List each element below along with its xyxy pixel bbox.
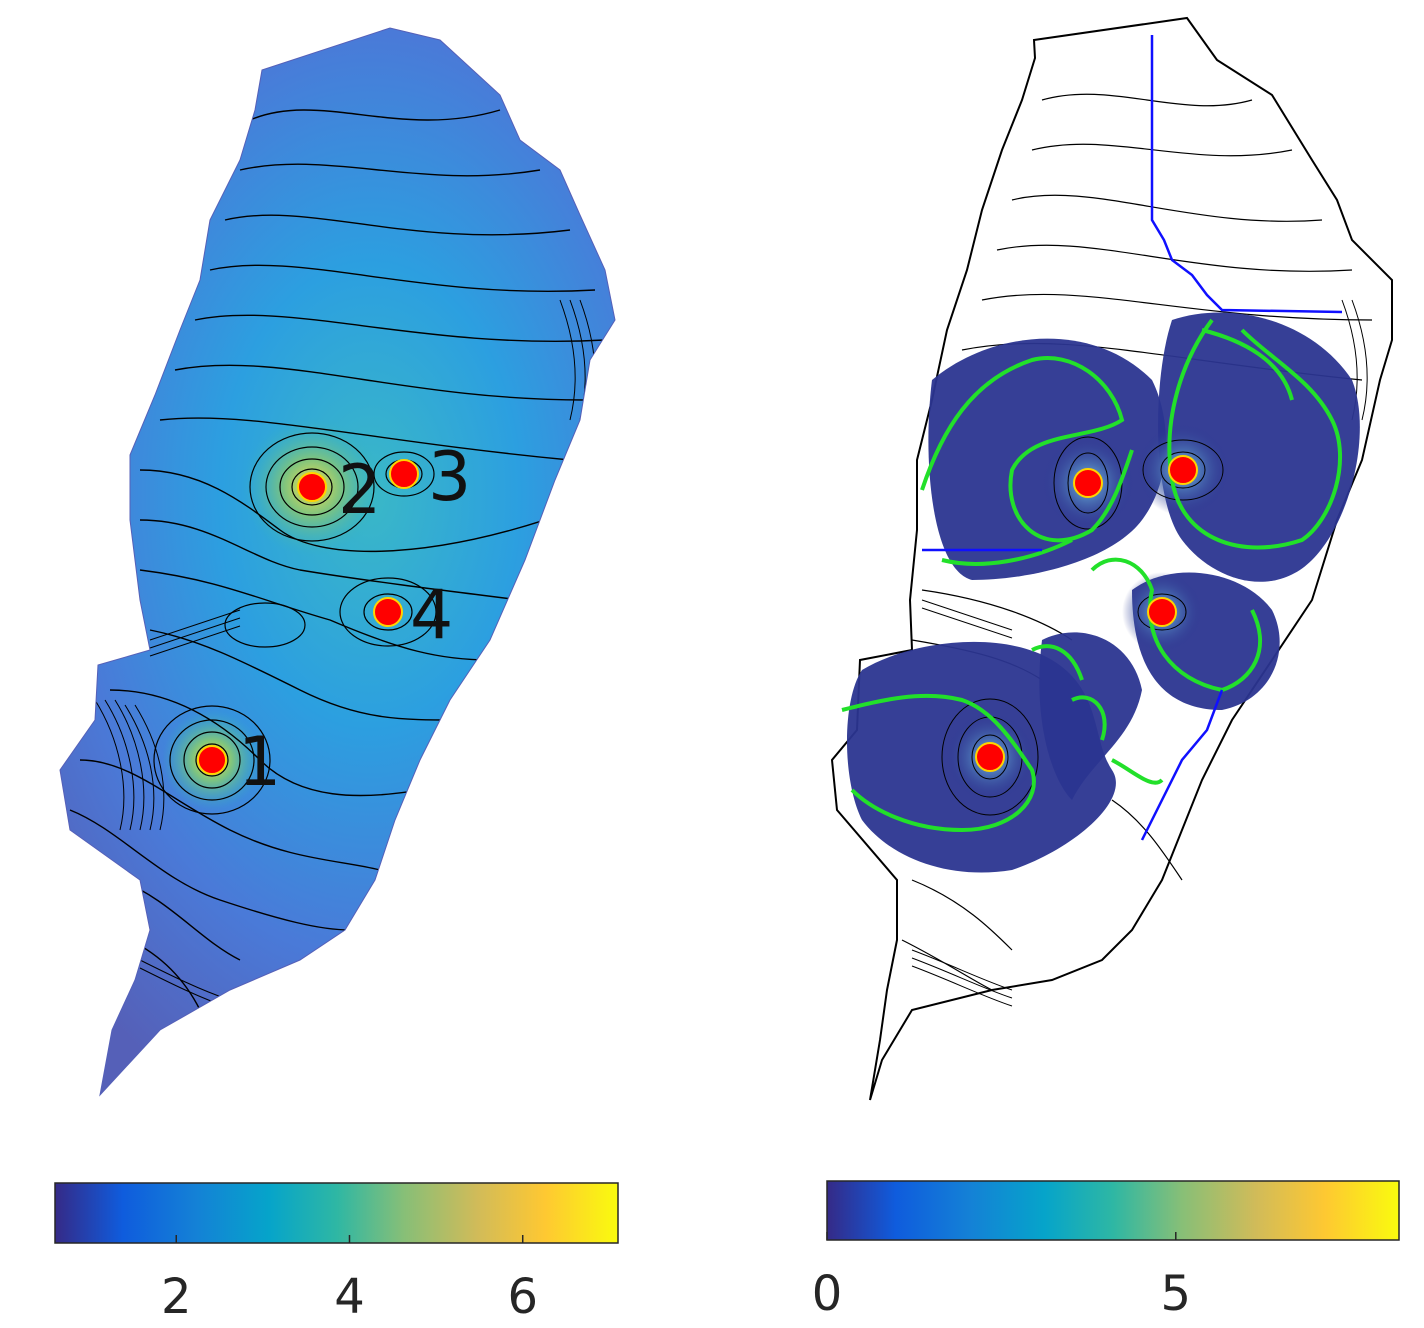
right-well-marker-1 — [975, 742, 1005, 772]
right-blue-boundaries — [922, 35, 1343, 841]
left-colorbar-gradient — [54, 1182, 619, 1244]
well-label-2: 2 — [338, 451, 381, 530]
left-map-svg: 1 2 3 4 246 — [54, 27, 619, 1325]
right-well-markers — [975, 455, 1198, 772]
left-colorbar-tick-label-1: 4 — [334, 1269, 365, 1325]
well-label-1: 1 — [238, 723, 281, 802]
left-well-marker-2 — [297, 472, 327, 502]
right-green-contours — [841, 318, 1342, 833]
right-colorbar-tick-label-1: 5 — [1161, 1266, 1192, 1322]
right-map-svg: 05 — [812, 16, 1400, 1322]
left-colorbar-tick-label-2: 6 — [507, 1269, 538, 1325]
right-dense-contours — [911, 299, 1368, 1007]
left-well-marker-4 — [373, 597, 403, 627]
left-well-marker-3 — [389, 459, 419, 489]
right-well-marker-2 — [1073, 468, 1103, 498]
left-well-marker-1 — [197, 745, 227, 775]
right-colorbar-tick-label-0: 0 — [812, 1266, 843, 1322]
right-well-marker-4 — [1147, 597, 1177, 627]
right-well-marker-3 — [1168, 455, 1198, 485]
left-colorbar-ticks: 2 4 6 — [161, 1235, 538, 1325]
left-well-markers — [197, 459, 419, 775]
left-colorbar: 2 4 6 — [54, 1182, 619, 1325]
left-well-labels: 1 2 3 4 — [238, 438, 471, 802]
well-label-3: 3 — [428, 438, 471, 517]
left-colorbar-tick-label-0: 2 — [161, 1269, 192, 1325]
left-well-contours — [153, 432, 437, 815]
well-label-4: 4 — [410, 576, 453, 655]
right-colorbar-gradient — [826, 1180, 1400, 1241]
left-map-field — [60, 28, 615, 1095]
